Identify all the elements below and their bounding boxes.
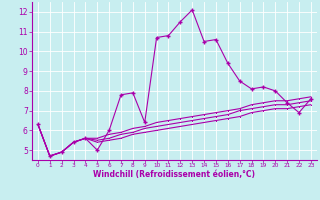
X-axis label: Windchill (Refroidissement éolien,°C): Windchill (Refroidissement éolien,°C) <box>93 170 255 179</box>
